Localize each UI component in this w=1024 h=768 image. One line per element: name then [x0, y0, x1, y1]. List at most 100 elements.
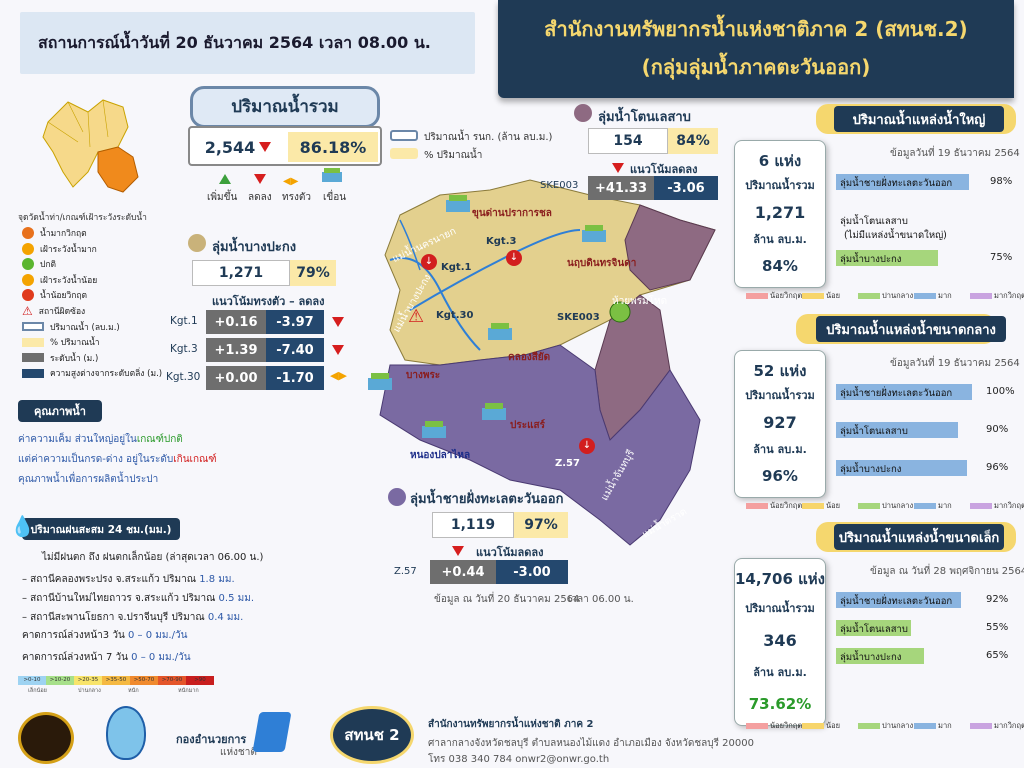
station-diff: -7.40	[266, 338, 324, 362]
basin-bar-label: ลุ่มน้ำชายฝั่งทะเลตะวันออก	[840, 596, 953, 607]
panel-summary-card: 52 แห่ง ปริมาณน้ำรวม 927 ล้าน ลบ.ม. 96%	[734, 350, 826, 498]
station-status-icon	[22, 273, 34, 286]
dam-icon	[422, 421, 446, 438]
dam-label-bangphra: บางพระ	[406, 370, 441, 381]
level-legend-label: มาก	[938, 721, 952, 730]
rain-scale-cell: >20-35	[74, 676, 102, 685]
dam-icon	[322, 168, 342, 182]
coast-station-code: Z.57	[394, 566, 417, 577]
total-volume: 2,544	[192, 132, 284, 162]
trend-down-label: ลดลง	[248, 192, 272, 203]
panel-data-note: ข้อมูลวันที่ 19 ธันวาคม 2564	[890, 358, 1020, 369]
footer-office: สำนักงานทรัพยากรน้ำแห่งชาติ ภาค 2	[428, 719, 594, 730]
station-label-z57: Z.57	[555, 458, 580, 469]
level-swatch	[22, 353, 44, 363]
rain-station: – สถานีคลองพระปรง จ.สระแก้ว ปริมาณ 1.8 ม…	[22, 572, 235, 587]
level-legend-item: มาก	[914, 290, 952, 302]
dam-icon	[482, 403, 506, 420]
level-legend-item: น้อยวิกฤต	[746, 290, 802, 302]
river-label-huayphrom: ห้วยพรมโหด	[612, 296, 668, 307]
percent-swatch	[22, 337, 44, 347]
down-marker-icon: ↓	[579, 438, 595, 454]
basin-bar-percent: 90%	[986, 424, 1009, 435]
level-legend-label: น้อยวิกฤต	[770, 501, 803, 510]
ministry-seal-icon	[18, 712, 74, 764]
level-legend-item: น้อย	[802, 720, 840, 732]
bangpakong-volume: 1,271	[192, 260, 290, 286]
down-marker-icon: ↓	[421, 254, 437, 270]
level-legend-swatch	[746, 293, 768, 299]
level-legend-item: ปานกลาง	[858, 500, 913, 512]
bank-diff-swatch	[22, 368, 44, 378]
legend-item-label: เฝ้าระวังน้ำน้อย	[40, 275, 98, 286]
station-status-icon	[22, 242, 34, 255]
rain-station: – สถานีสะพานโยธกา จ.ปราจีนบุรี ปริมาณ 0.…	[22, 610, 243, 625]
coast-station-level: +0.44	[430, 560, 496, 584]
tonlesap-volume: 154	[588, 128, 668, 154]
summary-volume: 346	[763, 631, 797, 650]
dept-logo-sub: แห่งชาติ	[220, 747, 257, 758]
level-legend-label: มากวิกฤต	[994, 501, 1024, 510]
level-legend-swatch	[914, 723, 936, 729]
legend-item-label: % ปริมาณน้ำ	[50, 338, 100, 349]
dept-logo-icon	[252, 712, 292, 752]
basin-bar-label: ลุ่มน้ำโตนเลสาบ	[840, 624, 908, 635]
rain-station-value: 0.4 มม.	[207, 612, 244, 623]
legend-item-label: ปริมาณน้ำ (ลบ.ม.)	[50, 322, 120, 333]
status-date-banner: สถานการณ์น้ำวันที่ 20 ธันวาคม 2564 เวลา …	[20, 12, 475, 74]
basin-bar-label: ลุ่มน้ำชายฝั่งทะเลตะวันออก	[840, 178, 953, 189]
level-legend-swatch	[970, 503, 992, 509]
basin-bar-label: ลุ่มน้ำโตนเลสาบ	[840, 426, 908, 437]
rain-scale-cell: >90	[186, 676, 214, 685]
legend-item-label: ความสูงต่างจากระดับตลิ่ง (ม.)	[50, 369, 163, 380]
dam-label-khlongsiyat: คลองสียัด	[508, 352, 551, 363]
basin-bar-percent: 75%	[990, 252, 1013, 263]
tonlesap-station-level: +41.33	[588, 176, 654, 200]
status-date: สถานการณ์น้ำวันที่ 20 ธันวาคม 2564 เวลา …	[38, 32, 431, 52]
level-legend-label: มาก	[938, 291, 952, 300]
level-legend-item: น้อย	[802, 290, 840, 302]
onwr-logo-icon	[106, 706, 146, 760]
legend-title: จุดวัดน้ำท่า/เกณฑ์เฝ้าระวังระดับน้ำ	[18, 213, 147, 223]
summary-unit: ล้าน ลบ.ม.	[753, 233, 807, 246]
dam-label: เขื่อน	[323, 192, 347, 203]
trend-up-icon	[219, 174, 231, 184]
wq-line3: คุณภาพน้ำเพื่อการผลิตน้ำประปา	[18, 474, 159, 485]
legend-item-label: ระดับน้ำ (ม.)	[50, 353, 99, 364]
tonlesap-station-diff: -3.06	[654, 176, 718, 200]
level-legend-item: มากวิกฤต	[970, 720, 1024, 732]
dam-label-naruebodin: นฤบดินทรจินดา	[567, 258, 637, 269]
coast-data-note: ข้อมูล ณ วันที่ 20 ธันวาคม 2564	[434, 594, 580, 605]
down-marker-icon: ↓	[506, 250, 522, 266]
level-legend-swatch	[970, 723, 992, 729]
legend-volume-label: ปริมาณน้ำ รนก. (ล้าน ลบ.ม.)	[424, 132, 553, 143]
basin-bar-percent: 65%	[986, 650, 1009, 661]
legend-item: ความสูงต่างจากระดับตลิ่ง (ม.)	[22, 366, 162, 380]
basin-bar-label: ลุ่มน้ำโตนเลสาบ	[840, 216, 908, 227]
level-legend-label: น้อย	[826, 291, 841, 300]
panel-data-note: ข้อมูลวันที่ 19 ธันวาคม 2564	[890, 148, 1020, 159]
dam-icon	[488, 323, 512, 340]
coast-title: ลุ่มน้ำชายฝั่งทะเลตะวันออก	[410, 492, 564, 507]
basin-bar	[836, 592, 962, 608]
trend-down-icon	[254, 174, 266, 184]
level-legend-label: มาก	[938, 501, 952, 510]
summary-label1: ปริมาณน้ำรวม	[745, 179, 815, 192]
legend-item: % ปริมาณน้ำ	[22, 335, 100, 349]
forecast-3day: คาดการณ์ล่วงหน้า3 วัน 0 – 0 มม./วัน	[22, 630, 188, 641]
rain-summary: ไม่มีฝนตก ถึง ฝนตกเล็กน้อย (ล่าสุดเวลา 0…	[42, 552, 264, 563]
rain-station-name: – สถานีคลองพระปรง จ.สระแก้ว ปริมาณ	[22, 574, 196, 585]
station-status-icon	[22, 289, 34, 302]
legend-item: ⚠ สถานีผิดซ้อง	[22, 304, 85, 318]
org-title-line1: สำนักงานทรัพยากรน้ำแห่งชาติภาค 2 (สทนช.2…	[544, 17, 968, 41]
rain-scale-word: หนัก	[128, 688, 139, 694]
trend-up-label: เพิ่มขึ้น	[207, 192, 238, 203]
legend-item: น้ำน้อยวิกฤต	[22, 288, 87, 302]
rain-station-name: – สถานีสะพานโยธกา จ.ปราจีนบุรี ปริมาณ	[22, 612, 205, 623]
station-code: Kgt.30	[166, 371, 201, 383]
basin-bar-percent: 96%	[986, 462, 1009, 473]
level-legend-swatch	[858, 293, 880, 299]
station-label-kgt30: Kgt.30	[436, 310, 474, 321]
rain-station-name: – สถานีบ้านใหม่ไทยถาวร จ.สระแก้ว ปริมาณ	[22, 593, 216, 604]
level-legend-item: ปานกลาง	[858, 720, 913, 732]
